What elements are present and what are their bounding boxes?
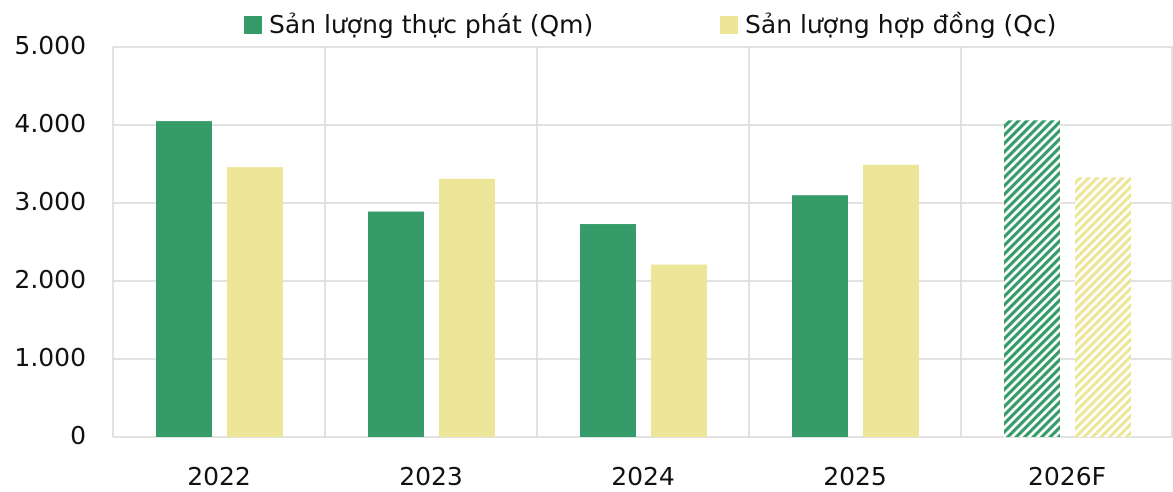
- bar: [156, 121, 212, 437]
- legend-swatch: [244, 16, 262, 34]
- x-tick-label: 2024: [611, 462, 675, 491]
- y-tick-label: 1.000: [14, 343, 86, 372]
- y-tick-label: 2.000: [14, 265, 86, 294]
- bar: [368, 211, 424, 437]
- legend-label: Sản lượng thực phát (Qm): [269, 10, 593, 39]
- bar: [792, 195, 848, 437]
- bar: [1004, 120, 1060, 437]
- y-tick-label: 4.000: [14, 109, 86, 138]
- bar: [651, 264, 707, 437]
- y-tick-label: 3.000: [14, 187, 86, 216]
- bar: [863, 164, 919, 437]
- y-tick-label: 5.000: [14, 31, 86, 60]
- x-tick-label: 2022: [187, 462, 251, 491]
- bar: [580, 224, 636, 437]
- bar: [439, 178, 495, 437]
- x-tick-label: 2025: [823, 462, 887, 491]
- x-tick-label: 2026F: [1028, 462, 1106, 491]
- x-tick-label: 2023: [399, 462, 463, 491]
- legend-swatch: [720, 16, 738, 34]
- legend-label: Sản lượng hợp đồng (Qc): [745, 10, 1056, 39]
- bar: [1075, 177, 1131, 437]
- y-tick-label: 0: [70, 421, 86, 450]
- bar: [227, 167, 283, 437]
